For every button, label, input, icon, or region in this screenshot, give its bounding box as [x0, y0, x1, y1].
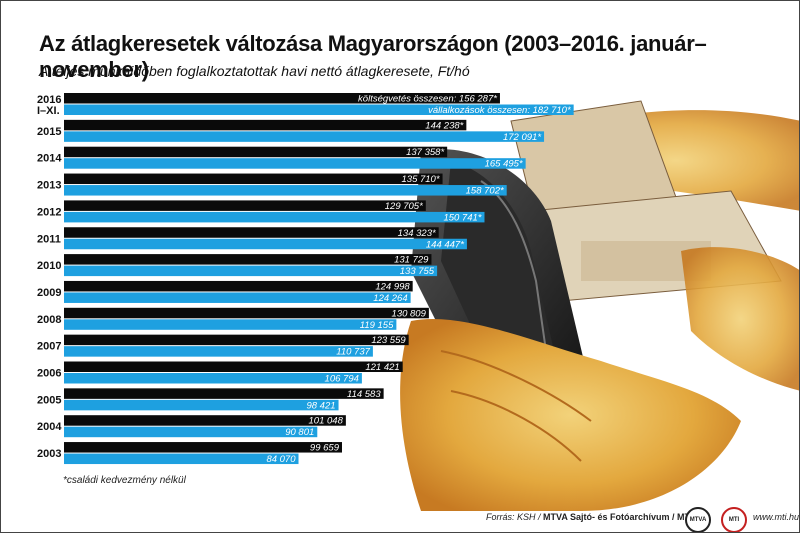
mtva-logo-text: MTVA: [689, 517, 707, 523]
year-label: 2004: [37, 421, 62, 433]
year-label: 2015: [37, 126, 61, 138]
bar-business-sector: [64, 373, 362, 384]
bar-business-sector: [64, 426, 318, 438]
bar-public-sector: [64, 415, 346, 426]
year-label: 2012: [37, 206, 61, 218]
bar-public-sector: [64, 119, 467, 131]
footnote: *családi kedvezmény nélkül: [63, 475, 186, 486]
bar-label-public: 121 421: [365, 362, 399, 373]
bar-label-public: 99 659: [310, 443, 340, 454]
year-label: 2011: [37, 233, 61, 245]
bar-label-business: 84 070: [266, 454, 296, 465]
year-label: 2007: [37, 341, 61, 353]
mti-logo-text: MTI: [728, 517, 740, 523]
bar-business-sector: [64, 185, 507, 196]
bar-label-public: 134 323*: [398, 228, 436, 239]
bar-label-public: 114 583: [347, 389, 381, 400]
bar-business-sector: [64, 104, 574, 115]
website-link[interactable]: www.mti.hu: [753, 512, 800, 522]
year-label: 2016 I–XI.: [37, 94, 61, 117]
bar-label-business: 172 091*: [503, 132, 541, 143]
chart-subtitle: A teljes munkaidőben foglalkoztatottak h…: [39, 63, 470, 79]
year-label: 2008: [37, 314, 61, 326]
source-credit: Forrás: KSH / MTVA Sajtó- és Fotóarchívu…: [486, 512, 693, 522]
bar-label-business: 98 421: [306, 400, 335, 411]
source-prefix: Forrás: KSH /: [486, 512, 541, 522]
bar-label-public: 130 809: [392, 308, 427, 319]
chart-title: Az átlagkeresetek változása Magyarország…: [39, 31, 707, 82]
wallet-photo: [400, 100, 799, 511]
year-label: 2010: [37, 260, 61, 272]
bar-public-sector: [64, 361, 403, 372]
bar-business-sector: [64, 346, 373, 357]
bar-label-business: 110 737: [336, 347, 370, 358]
bar-public-sector: [64, 146, 448, 158]
bar-business-sector: [64, 265, 438, 277]
year-label: 2009: [37, 287, 61, 299]
mti-logo-icon: MTI: [721, 507, 747, 532]
bar-business-sector: [64, 158, 526, 169]
bar-label-public: 131 729: [394, 255, 429, 266]
source-agency: MTVA Sajtó- és Fotóarchívum / MTI: [543, 512, 693, 522]
bar-label-business: 106 794: [325, 374, 359, 385]
bar-label-public: 129 705*: [385, 201, 423, 212]
bar-label-business: vállalkozások összesen: 182 710*: [428, 105, 571, 116]
bar-public-sector: [64, 200, 426, 211]
bar-label-business: 150 741*: [443, 212, 481, 223]
bar-public-sector: [64, 227, 439, 238]
bar-public-sector: [64, 388, 384, 399]
bar-label-business: 158 702*: [466, 186, 504, 197]
year-label: 2014: [37, 153, 62, 165]
bar-business-sector: [64, 131, 545, 142]
bar-business-sector: [64, 292, 411, 303]
bar-label-business: 119 155: [360, 320, 394, 331]
bar-label-public: 137 358*: [406, 147, 444, 158]
bar-business-sector: [64, 453, 299, 465]
bar-business-sector: [64, 238, 467, 250]
bar-public-sector: [64, 280, 413, 292]
bar-label-public: 124 998: [375, 281, 410, 292]
mtva-logo-icon: MTVA: [685, 507, 711, 532]
bar-label-business: 144 447*: [426, 239, 464, 250]
year-label: 2006: [37, 368, 61, 380]
bar-public-sector: [64, 307, 429, 319]
bar-business-sector: [64, 319, 397, 330]
bar-label-business: 124 264: [373, 293, 407, 304]
bar-label-business: 90 801: [285, 427, 314, 438]
bar-label-business: 165 495*: [485, 159, 523, 170]
bar-label-public: költségvetés összesen: 156 287*: [358, 94, 497, 105]
bar-label-public: 135 710*: [402, 174, 440, 185]
bar-public-sector: [64, 173, 443, 185]
bar-label-public: 123 559: [371, 335, 406, 346]
bar-label-public: 101 048: [309, 416, 344, 427]
bar-label-public: 144 238*: [425, 120, 463, 131]
bar-public-sector: [64, 93, 500, 104]
bar-business-sector: [64, 399, 339, 411]
year-label: 2003: [37, 448, 61, 460]
bar-label-business: 133 755: [400, 266, 435, 277]
bar-public-sector: [64, 442, 342, 453]
year-label: 2005: [37, 394, 61, 406]
bar-public-sector: [64, 254, 432, 265]
bar-public-sector: [64, 334, 409, 346]
bar-business-sector: [64, 211, 485, 223]
year-label: 2013: [37, 180, 61, 192]
